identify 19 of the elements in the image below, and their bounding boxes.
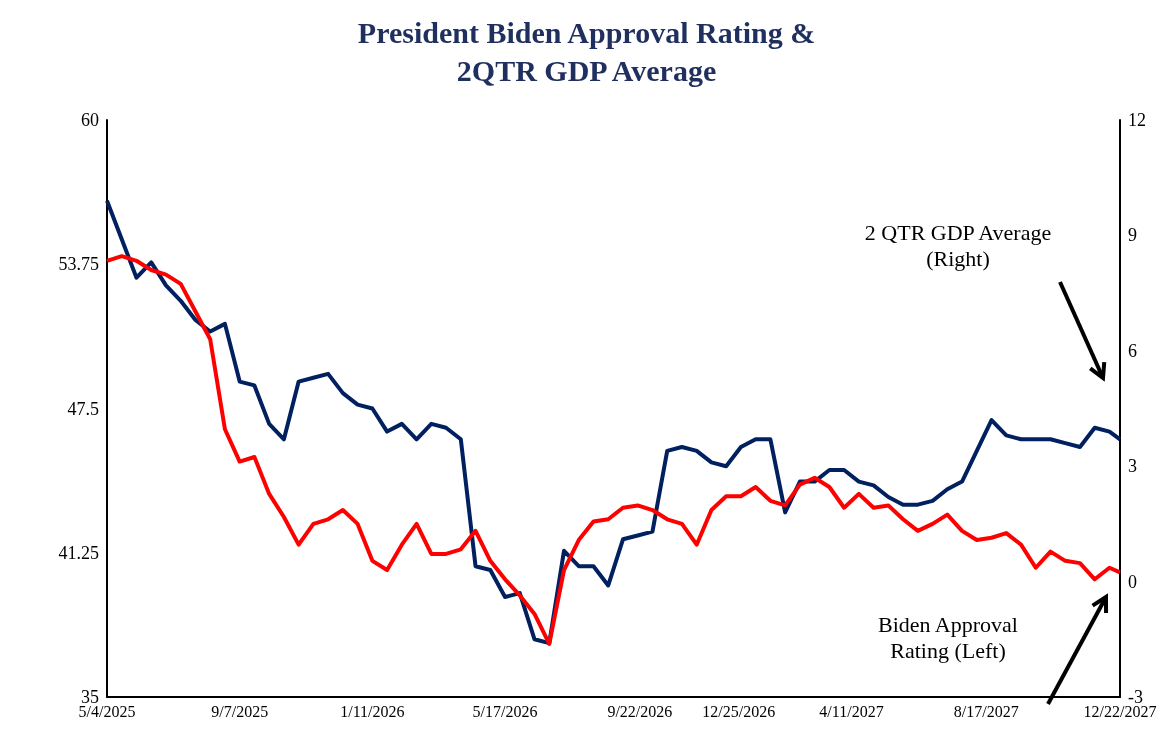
chart-title: President Biden Approval Rating & 2QTR GDP Average bbox=[357, 15, 816, 87]
x-tick-label: 1/11/2026 bbox=[340, 702, 405, 720]
y-tick-label: 60 bbox=[81, 110, 99, 130]
x-tick-label: 4/11/2027 bbox=[819, 702, 884, 720]
y-tick-label: 41.25 bbox=[58, 542, 99, 563]
y-tick-label: 47.5 bbox=[67, 398, 99, 419]
y2-tick-label: 0 bbox=[1128, 571, 1137, 592]
y2-tick-label: 9 bbox=[1128, 225, 1137, 246]
x-tick-label: 5/17/2026 bbox=[472, 702, 538, 720]
y-tick-label: 53.75 bbox=[58, 254, 99, 275]
x-tick-label: 8/17/2027 bbox=[953, 702, 1019, 720]
x-tick-label: 12/25/2026 bbox=[702, 702, 776, 720]
y2-tick-label: 12 bbox=[1128, 110, 1146, 130]
y2-tick-label: 3 bbox=[1128, 456, 1137, 477]
annotation: 2 QTR GDP Average (Right) bbox=[864, 219, 1052, 271]
x-tick-label: 9/7/2025 bbox=[211, 702, 269, 720]
annotation: Biden Approval Rating (Left) bbox=[878, 611, 1018, 663]
x-tick-label: 9/22/2026 bbox=[607, 702, 673, 720]
y2-tick-label: 6 bbox=[1128, 340, 1137, 361]
